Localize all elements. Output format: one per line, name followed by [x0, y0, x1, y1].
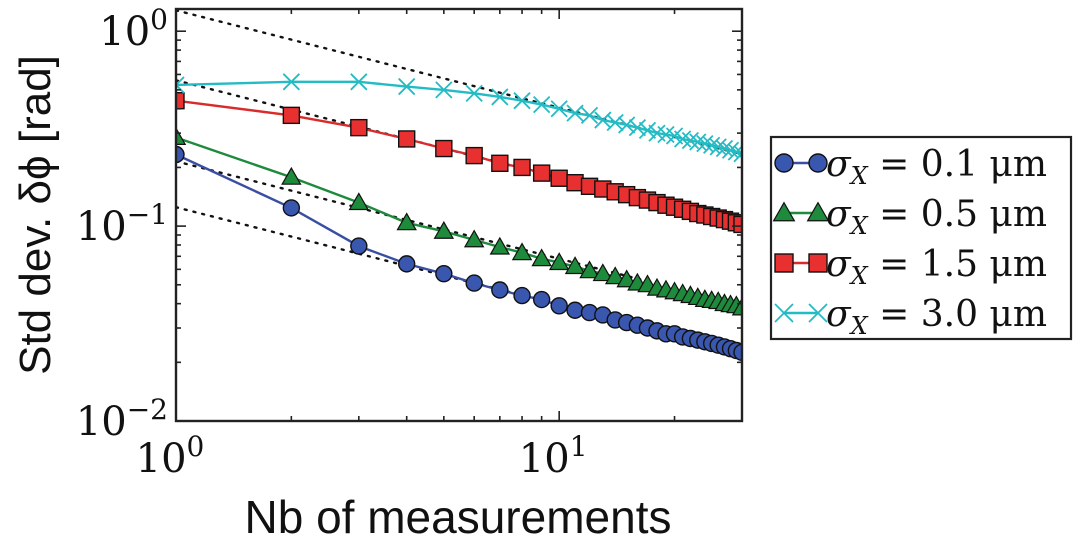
legend-entry-2: σX = 1.5 μm	[774, 244, 1047, 290]
data-point-s1-14	[616, 269, 637, 288]
data-point-s2-29	[733, 215, 742, 234]
data-point-s3-24	[703, 136, 721, 154]
data-point-s3-4	[435, 81, 453, 99]
data-point-s1-1	[281, 166, 302, 185]
x-tick-label: 100	[136, 430, 205, 482]
data-point-s0-7	[513, 286, 531, 305]
data-point-s3-20	[674, 130, 692, 148]
data-point-s1-10	[564, 256, 586, 275]
data-point-s1-7	[511, 242, 533, 261]
data-point-s1-2	[348, 192, 370, 211]
data-point-s0-4	[435, 264, 453, 283]
data-point-s1-29	[731, 297, 742, 316]
data-point-s0-9	[550, 297, 568, 315]
legend-marker-b	[806, 201, 830, 222]
data-point-s3-11	[580, 106, 599, 124]
legend-marker-b	[808, 153, 828, 173]
x-axis-label: Nb of measurements	[245, 491, 672, 536]
data-point-s3-13	[606, 113, 624, 132]
data-point-s3-2	[350, 73, 368, 91]
series-layer	[176, 73, 742, 362]
data-point-s3-7	[513, 92, 531, 110]
data-point-s2-3	[397, 130, 416, 148]
legend-label: σX = 1.5 μm	[826, 244, 1047, 290]
data-point-s3-26	[715, 139, 734, 158]
data-point-s3-14	[618, 116, 636, 134]
data-point-s2-2	[350, 118, 368, 137]
data-point-s0-3	[397, 255, 416, 273]
data-point-s2-1	[282, 106, 301, 125]
legend-marker-a	[774, 303, 794, 323]
series-line-3	[176, 80, 742, 155]
data-point-s3-29	[733, 145, 742, 163]
data-point-s2-4	[435, 139, 453, 158]
data-point-s0-29	[733, 343, 742, 362]
data-point-s1-4	[433, 220, 455, 239]
fit-lines	[176, 9, 742, 353]
data-point-s3-6	[491, 88, 509, 106]
data-point-s1-9	[548, 252, 570, 271]
legend-label: σX = 0.1 μm	[826, 144, 1047, 190]
data-point-s3-15	[628, 119, 647, 137]
data-point-s3-5	[465, 84, 483, 102]
data-point-s0-8	[532, 290, 551, 309]
y-tick-label: 10−2	[76, 393, 168, 445]
y-tick-label: 100	[99, 3, 168, 55]
data-point-s0-10	[566, 301, 584, 319]
data-point-s3-22	[689, 133, 707, 151]
data-point-s0-0	[176, 145, 185, 164]
data-point-s2-5	[465, 146, 483, 165]
legend-marker-a	[774, 153, 794, 173]
data-point-s1-13	[604, 266, 626, 285]
data-point-s3-0	[176, 76, 185, 94]
legend-entry-3: σX = 3.0 μm	[774, 294, 1047, 340]
legend-label: σX = 3.0 μm	[826, 294, 1047, 340]
x-tick-label: 101	[519, 430, 588, 482]
legend-entry-0: σX = 0.1 μm	[774, 144, 1047, 190]
data-point-s3-1	[282, 73, 300, 91]
legend-label: σX = 0.5 μm	[826, 194, 1047, 240]
data-point-s2-9	[550, 169, 568, 187]
data-point-s1-12	[592, 263, 614, 282]
data-point-s0-6	[491, 281, 509, 299]
axis-ticks: 100 101 100 10−1 10−2	[76, 3, 743, 482]
legend-entry-1: σX = 0.5 μm	[772, 194, 1047, 240]
data-point-s3-23	[696, 134, 714, 153]
data-point-s1-6	[489, 236, 511, 255]
data-point-s3-10	[566, 104, 584, 122]
data-point-s3-9	[550, 100, 568, 118]
data-point-s3-25	[709, 138, 727, 156]
data-point-s3-27	[721, 141, 740, 159]
y-tick-label: 10−1	[76, 198, 168, 250]
data-point-s3-8	[533, 95, 551, 114]
data-point-s1-3	[396, 212, 417, 231]
data-point-s0-1	[282, 199, 301, 217]
legend-marker-b	[808, 303, 828, 323]
data-point-s0-5	[465, 274, 483, 292]
data-point-s2-0	[176, 91, 185, 110]
data-point-s1-0	[176, 127, 187, 145]
data-point-s3-21	[681, 131, 700, 150]
data-point-s2-8	[532, 164, 551, 182]
data-point-s3-3	[398, 77, 416, 96]
legend-marker-b	[808, 253, 828, 273]
data-point-s1-11	[579, 260, 600, 279]
data-point-s1-5	[463, 229, 485, 248]
data-point-s0-2	[350, 237, 368, 255]
data-point-s3-16	[638, 121, 657, 139]
data-point-s2-10	[566, 173, 584, 192]
legend-marker-a	[772, 201, 796, 222]
data-point-s2-7	[513, 158, 531, 177]
y-axis-label: Std dev. δϕ [rad]	[11, 55, 60, 375]
legend-marker-a	[774, 253, 794, 273]
plot-frame	[174, 7, 744, 423]
data-point-s2-6	[491, 154, 509, 173]
data-point-s1-8	[531, 248, 552, 267]
